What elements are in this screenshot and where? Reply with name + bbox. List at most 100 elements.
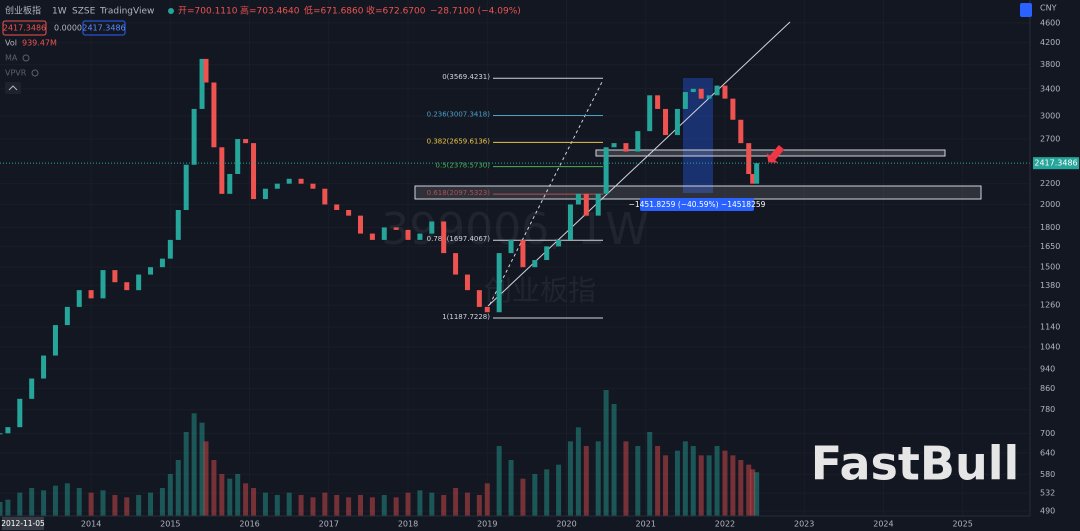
time-tick-label: 2014	[81, 520, 101, 529]
candle	[76, 290, 82, 307]
volume-bar	[88, 492, 94, 516]
price-tick-label: 1800	[1040, 223, 1060, 232]
buy-box[interactable]	[82, 20, 126, 36]
candle	[29, 378, 35, 399]
volume-bar	[750, 469, 756, 516]
price-tick-label: 2200	[1040, 179, 1060, 188]
candle	[346, 209, 352, 216]
fib-label: 0(3569.4231)	[442, 73, 490, 81]
candle	[235, 139, 241, 175]
volume-bar	[136, 495, 142, 516]
price-tick-label: 1140	[1040, 322, 1060, 331]
time-tick-label: 2012-11-05	[1, 519, 45, 528]
grid	[0, 0, 1030, 516]
volume-bar	[5, 499, 11, 516]
candle	[556, 239, 562, 247]
candle	[714, 85, 720, 96]
volume-bar	[262, 492, 268, 516]
price-tick-label: 490	[1040, 507, 1055, 516]
volume-bar	[235, 474, 241, 516]
volume-bar	[159, 488, 165, 516]
candle	[635, 131, 641, 152]
measure-label: −1451.8259 (−40.59%) −14518259	[629, 200, 766, 209]
candle	[595, 193, 601, 216]
indicator-name: VPVR	[5, 69, 27, 78]
fib-label: 0.382(2659.6136)	[427, 137, 491, 145]
axis-labels: 4600 4200 3800 3400 3000 2700 2200 2000 1800 1650…	[1, 18, 1079, 530]
hide-icon[interactable]	[31, 69, 39, 77]
volume-bar	[417, 490, 423, 516]
dashed-line	[486, 79, 604, 311]
candle	[611, 143, 617, 148]
candle	[167, 239, 173, 259]
candle	[358, 215, 363, 234]
fib-label: 0.5(2378.5730)	[436, 162, 491, 170]
current-price-box	[1033, 157, 1079, 170]
volume-bar	[603, 390, 609, 516]
price-tick-label: 640	[1040, 448, 1055, 457]
candle	[682, 92, 688, 109]
candle	[159, 258, 165, 268]
time-tick-label: 2021	[636, 520, 656, 529]
current-price-label: 2417.3486	[1034, 159, 1077, 168]
watermark: 399006, 1W	[381, 204, 648, 255]
volume-bar	[682, 441, 688, 516]
change: −28.7100 (−4.09%)	[430, 7, 521, 17]
volume-bar	[714, 446, 720, 516]
fib-label: 0.236(3007.3418)	[427, 111, 491, 119]
volume-bar	[64, 483, 70, 516]
candle	[520, 239, 526, 268]
volume-bar	[663, 455, 669, 516]
candle	[417, 233, 423, 240]
candle	[567, 204, 573, 240]
settings-button[interactable]	[1020, 3, 1032, 17]
volume-bar	[655, 446, 661, 516]
volume-bar	[429, 492, 435, 516]
time-tick-label: 2017	[319, 520, 339, 529]
support-zone	[414, 185, 982, 200]
candle	[484, 306, 490, 313]
candle	[322, 188, 328, 205]
price-tick-label: 860	[1040, 384, 1055, 393]
volume-bar	[754, 472, 760, 516]
candle	[623, 143, 629, 152]
candle	[698, 88, 704, 99]
candle	[41, 355, 47, 379]
volume-bar	[746, 464, 752, 516]
candle	[393, 227, 399, 230]
volume-bar	[286, 492, 292, 516]
candle	[52, 325, 58, 356]
collapse-button[interactable]	[5, 82, 21, 94]
candle	[663, 108, 669, 136]
volume-bar	[211, 460, 217, 516]
candle	[544, 246, 550, 261]
hide-icon[interactable]	[22, 54, 30, 62]
sell-price[interactable]: 2417.3486	[3, 24, 46, 33]
candle	[476, 290, 482, 307]
candle	[441, 221, 447, 254]
currency: CNY	[1040, 4, 1057, 13]
buy-price[interactable]: 2417.3486	[82, 24, 125, 33]
volume-bar	[567, 441, 573, 516]
candle	[286, 178, 292, 184]
volume-bar	[148, 492, 154, 516]
volume-bar	[358, 495, 363, 516]
time-tick-label: 2024	[873, 520, 893, 529]
collapse-icon	[8, 85, 18, 91]
volume-bar	[698, 455, 704, 516]
volume-bar	[453, 488, 459, 516]
price-tick-label: 780	[1040, 405, 1055, 414]
status-dot	[168, 8, 174, 14]
fib-label: 0.618(2097.5323)	[427, 189, 491, 197]
price-tick-label: 4600	[1040, 18, 1060, 27]
candle	[722, 85, 728, 99]
time-tick-label: 2018	[398, 520, 418, 529]
candle	[508, 239, 514, 254]
candle	[183, 164, 189, 210]
sell-box[interactable]	[2, 20, 47, 36]
volume	[0, 390, 760, 516]
price-tick-label: 1380	[1040, 281, 1060, 290]
price-tick-label: 4200	[1040, 38, 1060, 47]
